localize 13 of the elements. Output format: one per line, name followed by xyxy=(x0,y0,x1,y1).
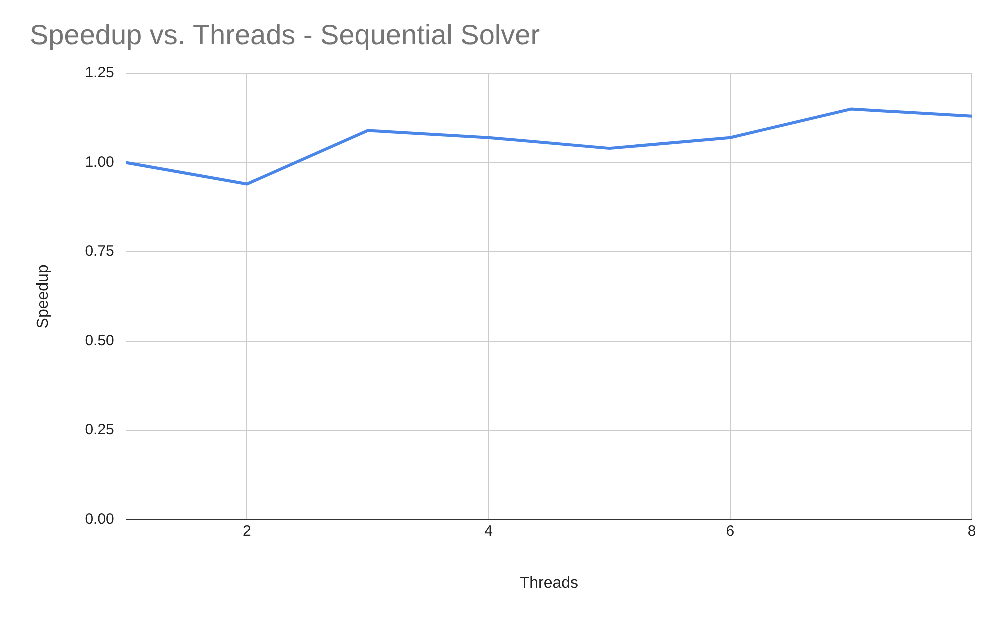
y-tick-label: 1.00 xyxy=(85,154,114,171)
y-tick-label: 0.00 xyxy=(85,510,114,528)
x-tick-label: 4 xyxy=(484,522,493,540)
y-tick-label: 0.75 xyxy=(85,243,114,260)
y-tick-label: 0.25 xyxy=(85,422,114,439)
x-tick-label: 6 xyxy=(726,522,735,540)
chart-title: Speedup vs. Threads - Sequential Solver xyxy=(30,20,540,51)
x-axis-title: Threads xyxy=(520,574,579,592)
x-tick-label: 2 xyxy=(243,522,252,540)
y-tick-label: 0.50 xyxy=(85,332,114,350)
y-tick-label: 1.25 xyxy=(85,64,114,82)
x-tick-label: 8 xyxy=(968,522,976,540)
y-axis-title: Speedup xyxy=(35,264,52,329)
